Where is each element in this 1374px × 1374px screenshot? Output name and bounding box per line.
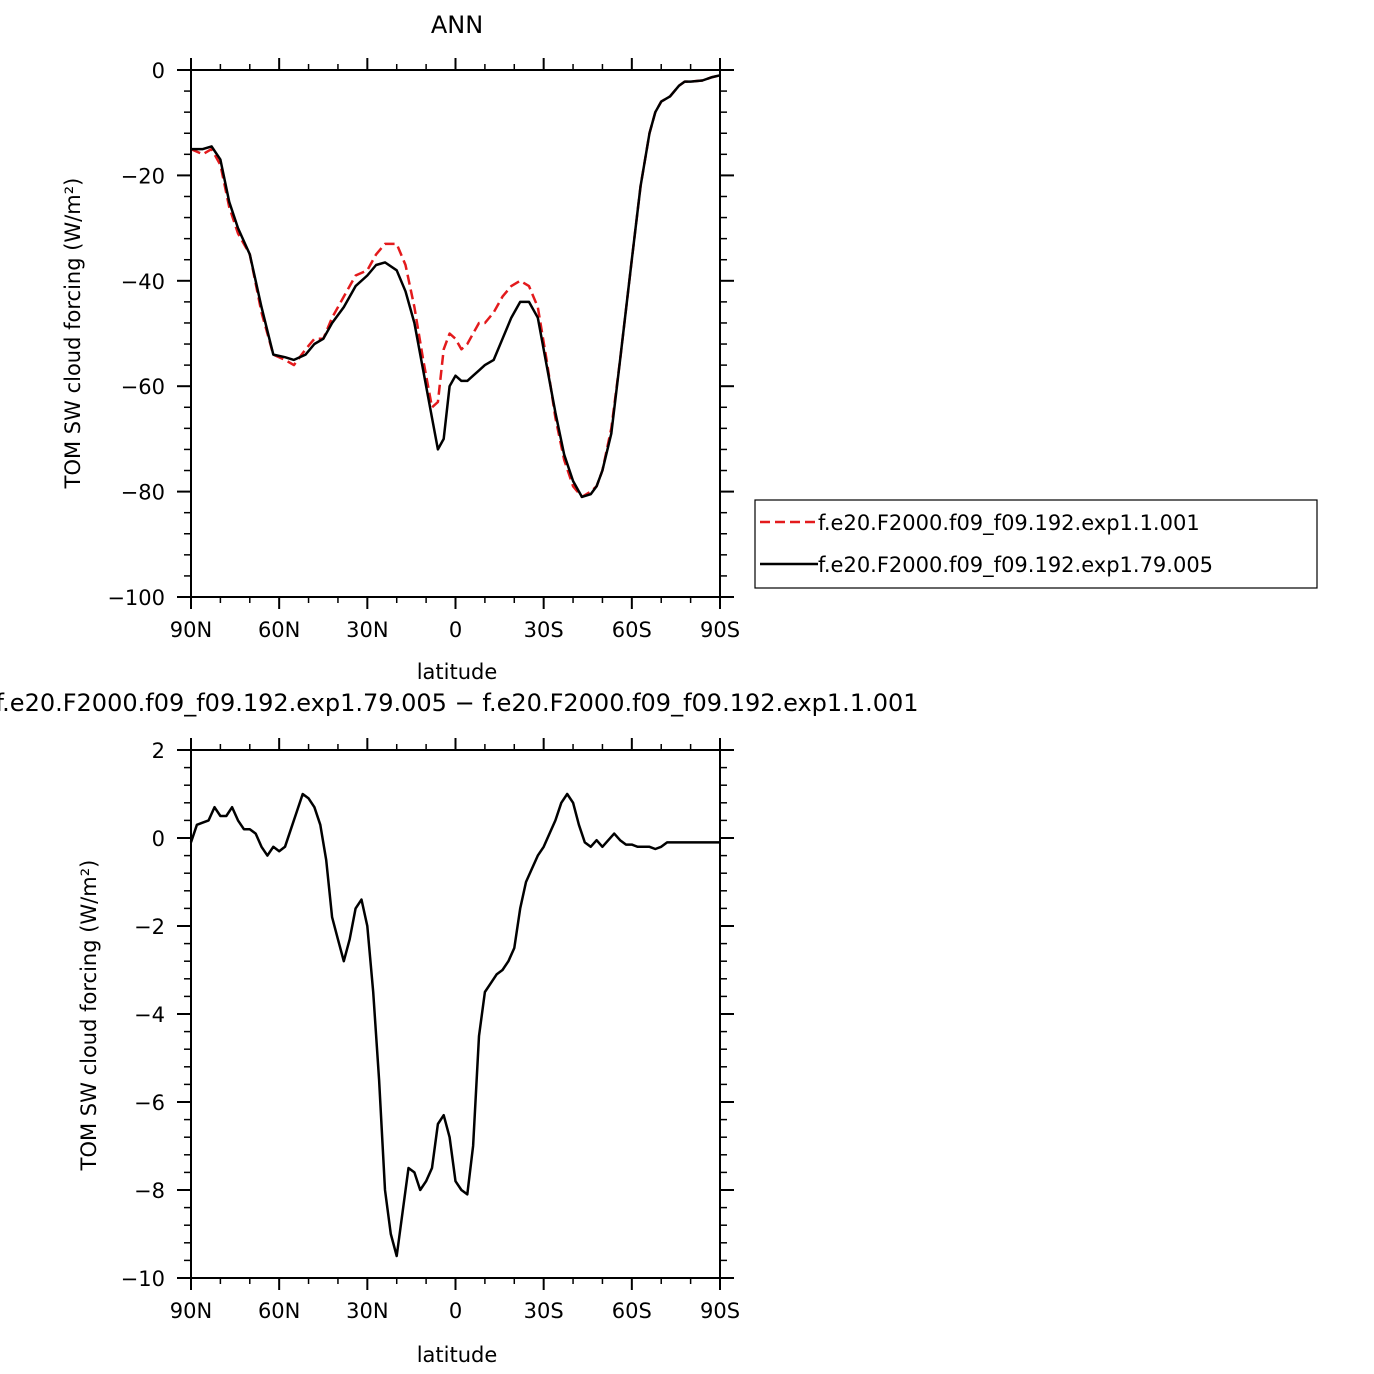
- bottom-chart-frame: [190, 749, 721, 1279]
- top-chart-title: ANN: [431, 11, 483, 39]
- bottom-xtick-label-6: 90S: [700, 1299, 740, 1323]
- bottom-chart-xlabel: latitude: [417, 1343, 498, 1367]
- bottom-chart-title: f.e20.F2000.f09_f09.192.exp1.79.005 − f.…: [0, 689, 919, 717]
- top-xtick-label-1: 60N: [258, 618, 300, 642]
- top-ytick-label-2: −40: [121, 270, 165, 294]
- top-chart: ANN latitude TOM SW cloud forcing (W/m²)…: [61, 11, 1318, 684]
- top-chart-xlabel: latitude: [417, 660, 498, 684]
- bottom-ytick-label-4: −6: [134, 1091, 165, 1115]
- bottom-xtick-label-2: 30N: [346, 1299, 388, 1323]
- bottom-chart-ylabel: TOM SW cloud forcing (W/m²): [77, 860, 101, 1172]
- bottom-series-line-1: [189, 792, 720, 1258]
- bottom-ytick-label-6: −10: [121, 1267, 165, 1291]
- top-ytick-label-3: −60: [121, 375, 165, 399]
- bottom-ytick-label-1: 0: [152, 827, 165, 851]
- bottom-xtick-label-3: 0: [449, 1299, 462, 1323]
- top-chart-ylabel: TOM SW cloud forcing (W/m²): [61, 178, 85, 490]
- legend-label-series-1: f.e20.F2000.f09_f09.192.exp1.1.001: [818, 511, 1200, 536]
- bottom-chart: f.e20.F2000.f09_f09.192.exp1.79.005 − f.…: [0, 689, 919, 1367]
- bottom-ytick-label-3: −4: [134, 1003, 165, 1027]
- top-ytick-label-1: −20: [121, 164, 165, 188]
- top-ytick-label-4: −80: [121, 481, 165, 505]
- bottom-ytick-label-5: −8: [134, 1179, 165, 1203]
- top-xtick-label-6: 90S: [700, 618, 740, 642]
- top-xtick-label-4: 30S: [524, 618, 564, 642]
- top-xtick-label-3: 0: [449, 618, 462, 642]
- legend: f.e20.F2000.f09_f09.192.exp1.1.001 f.e20…: [754, 499, 1318, 589]
- bottom-xtick-label-0: 90N: [170, 1299, 212, 1323]
- bottom-xtick-label-1: 60N: [258, 1299, 300, 1323]
- bottom-xtick-label-4: 30S: [524, 1299, 564, 1323]
- top-xtick-label-0: 90N: [170, 618, 212, 642]
- bottom-xtick-label-5: 60S: [612, 1299, 652, 1323]
- top-chart-frame: [190, 69, 721, 598]
- bottom-ytick-label-0: 2: [152, 739, 165, 763]
- top-ytick-label-0: 0: [152, 59, 165, 83]
- top-series-line-2: [191, 74, 721, 499]
- bottom-ytick-label-2: −2: [134, 915, 165, 939]
- top-series-line-1: [190, 74, 721, 499]
- legend-label-series-2: f.e20.F2000.f09_f09.192.exp1.79.005: [818, 553, 1213, 578]
- top-ytick-label-5: −100: [107, 586, 165, 610]
- top-xtick-label-2: 30N: [346, 618, 388, 642]
- top-xtick-label-5: 60S: [612, 618, 652, 642]
- legend-box: [754, 499, 1318, 589]
